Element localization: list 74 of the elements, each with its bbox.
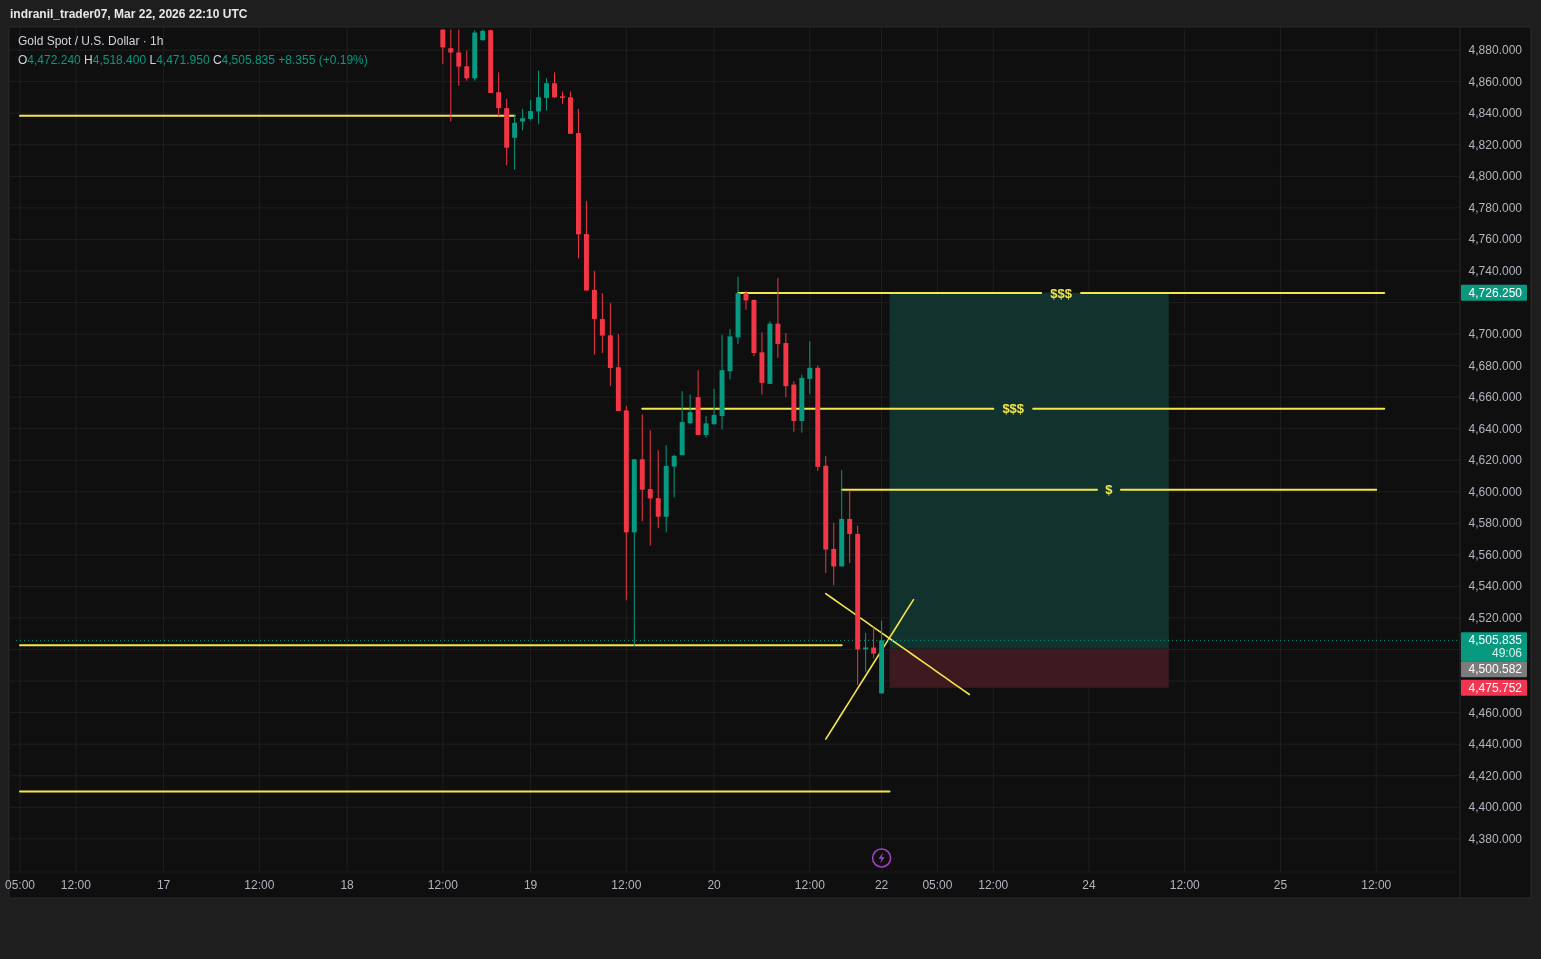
y-tick-label: 4,780.000 — [1468, 200, 1523, 215]
x-tick-label: 12:00 — [1361, 878, 1392, 892]
y-tick-label: 4,740.000 — [1468, 263, 1523, 278]
y-tick-label: 4,580.000 — [1468, 516, 1523, 531]
y-tick-label: 4,680.000 — [1468, 358, 1523, 373]
x-tick-label: 05:00 — [4, 878, 36, 892]
text: 4,500.582 — [1468, 662, 1523, 677]
y-tick-label: 4,380.000 — [1468, 831, 1523, 846]
candlestick — [807, 340, 813, 395]
y-tick-label: 4,600.000 — [1468, 484, 1523, 499]
candlestick — [831, 522, 837, 586]
candlestick — [536, 70, 542, 125]
y-tick-label: 4,620.000 — [1468, 453, 1523, 468]
candlestick — [671, 454, 677, 498]
text: Gold Spot / U.S. Dollar · 1h — [18, 34, 164, 48]
x-tick-label: 12:00 — [611, 878, 642, 892]
candlestick — [599, 292, 605, 354]
x-tick-label: 20 — [707, 878, 722, 892]
y-tick-label: 4,860.000 — [1468, 74, 1523, 89]
y-tick-label: 4,460.000 — [1468, 705, 1523, 720]
y-tick-label: 4,800.000 — [1468, 169, 1523, 184]
text: 49:06 — [1491, 646, 1523, 661]
y-tick-label: 4,440.000 — [1468, 737, 1523, 752]
candlestick — [775, 277, 781, 359]
series-label: $ — [1105, 482, 1114, 498]
x-tick-label: 24 — [1082, 878, 1097, 892]
text: O4,472.240 H4,518.400 L4,471.950 C4,505.835 +8.355 (+0.19%) — [18, 53, 368, 67]
y-tick-label: 4,520.000 — [1468, 611, 1523, 626]
x-tick-label: 17 — [156, 878, 171, 892]
candlestick — [456, 29, 462, 87]
text: 4,726.250 — [1468, 285, 1523, 300]
y-tick-label: 4,840.000 — [1468, 106, 1523, 121]
candlestick — [552, 71, 557, 99]
text: indranil_trader07, Mar 22, 2026 22:10 UTC — [10, 7, 248, 21]
x-tick-label: 25 — [1273, 878, 1288, 892]
x-tick-label: 12:00 — [794, 878, 826, 892]
candlestick — [528, 99, 534, 121]
y-tick-label: 4,820.000 — [1468, 137, 1523, 152]
x-tick-label: 12:00 — [244, 878, 275, 892]
candlestick — [711, 388, 717, 425]
y-tick-label: 4,560.000 — [1468, 547, 1523, 562]
candlestick — [847, 490, 853, 564]
y-tick-label: 4,540.000 — [1468, 579, 1523, 594]
candlestick — [496, 71, 502, 117]
y-tick-label: 4,640.000 — [1468, 421, 1523, 436]
candlestick — [703, 415, 709, 439]
x-tick-label: 12:00 — [60, 878, 92, 892]
candlestick — [448, 29, 454, 123]
candlestick — [544, 77, 549, 112]
candlestick — [647, 429, 653, 547]
y-tick-label: 4,760.000 — [1468, 232, 1523, 247]
ref-line-label: 4,505.835 — [1468, 633, 1523, 648]
x-tick-label: 22 — [874, 878, 889, 892]
candlestick — [520, 108, 526, 131]
y-tick-label: 4,700.000 — [1468, 327, 1523, 342]
candlestick — [871, 626, 877, 659]
x-tick-label: 12:00 — [978, 878, 1009, 892]
candlestick — [687, 393, 693, 425]
y-tick-label: 4,660.000 — [1468, 390, 1523, 405]
y-tick-label: 4,420.000 — [1468, 768, 1523, 783]
series-label: $$$ — [1050, 285, 1073, 301]
candlestick — [512, 113, 518, 171]
y-tick-label: 4,880.000 — [1468, 43, 1523, 58]
series-label: $$$ — [1002, 401, 1025, 417]
candlestick — [655, 449, 661, 529]
candlestick — [464, 50, 470, 82]
x-tick-label: 12:00 — [427, 878, 459, 892]
candlestick — [440, 29, 446, 65]
y-tick-label: 4,400.000 — [1468, 800, 1523, 815]
text: 4,475.752 — [1468, 680, 1523, 695]
x-tick-label: 18 — [340, 878, 355, 892]
x-tick-label: 19 — [523, 878, 538, 892]
x-tick-label: 05:00 — [922, 878, 953, 892]
x-tick-label: 12:00 — [1169, 878, 1201, 892]
